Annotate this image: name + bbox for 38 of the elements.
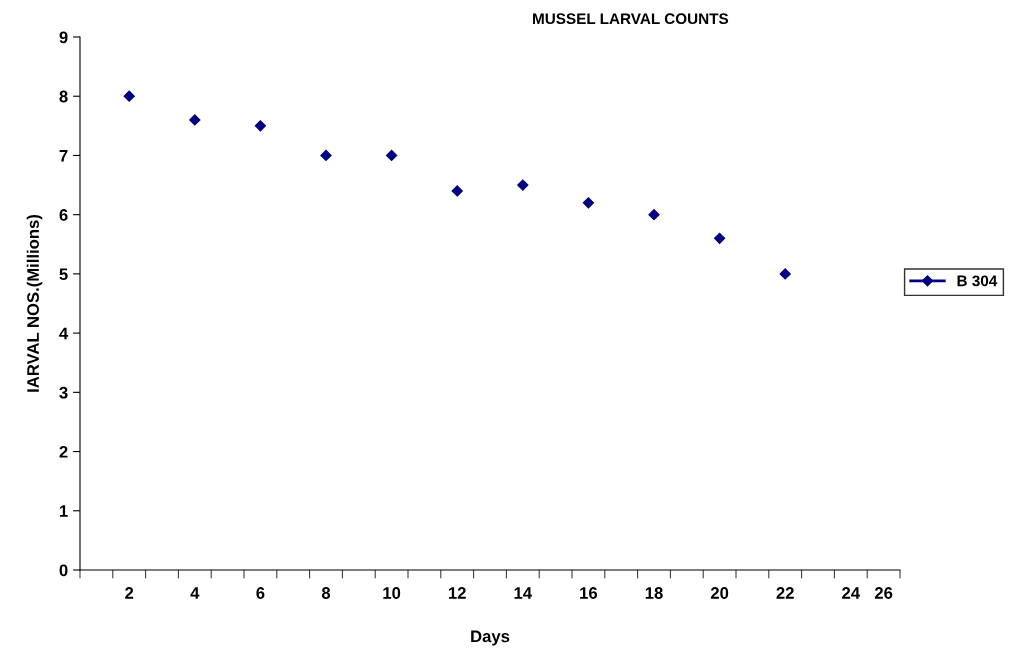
- chart-title: MUSSEL LARVAL COUNTS: [533, 13, 729, 25]
- y-tick-label: 2: [59, 445, 68, 458]
- x-tick-label: 8: [321, 587, 331, 599]
- point: [254, 120, 267, 132]
- x-tick-label: 4: [190, 587, 200, 599]
- point: [517, 179, 529, 191]
- x-tick-label: 2: [125, 587, 134, 599]
- y-tick-label: 8: [59, 90, 68, 103]
- y-tick-label: 3: [59, 386, 68, 399]
- x-tick-label: 16: [580, 587, 598, 599]
- x-tick-label: 12: [448, 587, 466, 599]
- point: [648, 209, 660, 221]
- x-tick-label: 22: [776, 587, 794, 599]
- x-tick-label: 6: [256, 587, 265, 599]
- x-tick-label: 10: [383, 587, 401, 599]
- y-tick-label: 0: [59, 564, 68, 577]
- y-tick-label: 9: [59, 31, 68, 44]
- x-tick-label: 14: [514, 587, 532, 599]
- y-axis-title: IARVAL NOS.(Millions): [26, 214, 43, 392]
- legend-label: B 304: [957, 275, 998, 287]
- x-axis-title: Days: [471, 630, 510, 646]
- y-tick-label: 4: [59, 327, 69, 340]
- y-tick-label: 7: [59, 150, 68, 162]
- point: [320, 149, 332, 162]
- point: [189, 114, 201, 126]
- y-tick-label: 5: [59, 268, 68, 281]
- y-tick-label: 1: [59, 505, 68, 517]
- point: [582, 197, 595, 209]
- point: [779, 268, 791, 280]
- point: [385, 149, 398, 162]
- point: [713, 232, 726, 244]
- x-tick-label: 18: [645, 587, 663, 599]
- point: [451, 185, 463, 197]
- x-tick-label: 24: [842, 587, 860, 599]
- x-tick-label: 26: [874, 587, 893, 599]
- x-tick-label: 20: [710, 587, 729, 599]
- y-tick-label: 6: [59, 209, 68, 221]
- point: [123, 90, 135, 102]
